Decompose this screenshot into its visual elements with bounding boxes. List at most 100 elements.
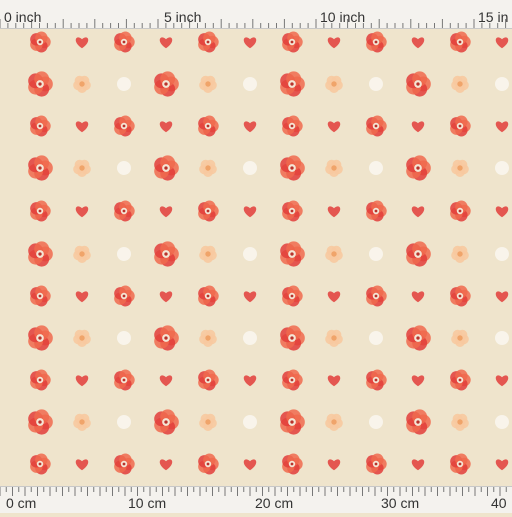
pale-flower-motif — [73, 159, 91, 177]
sm-logo-icon — [243, 415, 257, 429]
pale-flower-motif — [325, 159, 343, 177]
poppy-stamen — [458, 40, 462, 44]
heart-poppy-motif — [159, 375, 173, 387]
pale-flower-motif — [199, 245, 217, 263]
poppy-stamen — [38, 378, 42, 382]
sm-logo-icon — [495, 247, 509, 261]
poppy-stamen — [38, 209, 42, 213]
poppy-motif — [450, 31, 471, 53]
sm-logo-icon — [369, 77, 383, 91]
heart-poppy-motif — [411, 459, 425, 471]
poppy-motif — [114, 31, 135, 53]
flower-center — [457, 165, 463, 171]
large-poppy-motif — [406, 409, 431, 435]
poppy-stamen — [416, 336, 420, 340]
heart-poppy-motif — [243, 459, 257, 471]
heart-poppy-motif — [159, 206, 173, 218]
poppy-stamen — [374, 40, 378, 44]
heart-poppy-motif — [75, 459, 89, 471]
heart-poppy-motif — [243, 291, 257, 303]
poppy-stamen — [38, 294, 42, 298]
poppy-stamen — [290, 124, 294, 128]
poppy-motif — [114, 369, 135, 391]
poppy-motif — [366, 285, 387, 307]
pale-flower-motif — [325, 245, 343, 263]
poppy-stamen — [416, 82, 420, 86]
pale-flower-motif — [199, 329, 217, 347]
large-poppy-motif — [28, 155, 53, 181]
pale-flower-motif — [451, 245, 469, 263]
flower-center — [79, 251, 85, 257]
poppy-stamen — [38, 166, 42, 170]
poppy-motif — [450, 115, 471, 137]
large-poppy-motif — [406, 71, 431, 97]
poppy-stamen — [38, 336, 42, 340]
sm-logo-icon — [495, 331, 509, 345]
poppy-motif — [114, 200, 135, 222]
heart-poppy-motif — [411, 37, 425, 49]
ruler-inch-ticks — [0, 19, 507, 28]
poppy-stamen — [458, 294, 462, 298]
flower-center — [331, 419, 337, 425]
poppy-stamen — [416, 252, 420, 256]
poppy-motif — [198, 115, 219, 137]
sm-logo-icon — [369, 415, 383, 429]
sm-logo-icon — [117, 247, 131, 261]
sm-logo-icon — [495, 161, 509, 175]
poppy-stamen — [374, 462, 378, 466]
large-poppy-motif — [154, 241, 179, 267]
poppy-stamen — [122, 209, 126, 213]
heart-poppy-motif — [243, 37, 257, 49]
large-poppy-motif — [28, 409, 53, 435]
ruler-label-40-cm: 40 — [491, 495, 507, 511]
poppy-motif — [282, 453, 303, 475]
poppy-stamen — [164, 166, 168, 170]
poppy-motif — [198, 285, 219, 307]
flower-center — [79, 81, 85, 87]
ruler-label-30-cm: 30 cm — [381, 495, 420, 511]
poppy-motif — [366, 115, 387, 137]
heart-poppy-motif — [327, 375, 341, 387]
flower-center — [205, 419, 211, 425]
poppy-motif — [198, 453, 219, 475]
flower-center — [457, 335, 463, 341]
poppy-stamen — [206, 40, 210, 44]
ruler-cm-ticks — [0, 487, 507, 496]
poppy-stamen — [122, 462, 126, 466]
pale-flower-motif — [451, 413, 469, 431]
poppy-motif — [198, 31, 219, 53]
flower-center — [457, 251, 463, 257]
flower-center — [331, 335, 337, 341]
ruler-label-15-inch: 15 in — [478, 9, 509, 25]
poppy-stamen — [206, 294, 210, 298]
heart-poppy-motif — [495, 206, 509, 218]
poppy-stamen — [290, 82, 294, 86]
large-poppy-motif — [154, 409, 179, 435]
sm-logo-icon — [117, 331, 131, 345]
poppy-stamen — [458, 124, 462, 128]
pale-flower-motif — [325, 75, 343, 94]
flower-center — [205, 165, 211, 171]
poppy-stamen — [290, 294, 294, 298]
pale-flower-motif — [73, 413, 91, 431]
large-poppy-motif — [280, 325, 305, 351]
flower-center — [79, 165, 85, 171]
ruler-centimeters: 0 cm 10 cm 20 cm 30 cm 40 — [0, 486, 512, 513]
poppy-motif — [366, 369, 387, 391]
poppy-stamen — [38, 82, 42, 86]
heart-poppy-motif — [159, 291, 173, 303]
ruler-label-20-cm: 20 cm — [255, 495, 294, 511]
poppy-motif — [30, 200, 51, 222]
poppy-motif — [450, 285, 471, 307]
flower-center — [331, 165, 337, 171]
poppy-stamen — [164, 336, 168, 340]
heart-poppy-motif — [159, 459, 173, 471]
heart-poppy-motif — [495, 375, 509, 387]
flower-center — [79, 419, 85, 425]
heart-poppy-motif — [159, 37, 173, 49]
pale-flower-motif — [451, 159, 469, 177]
poppy-motif — [366, 453, 387, 475]
sm-logo-icon — [243, 161, 257, 175]
pale-flower-motif — [199, 413, 217, 431]
